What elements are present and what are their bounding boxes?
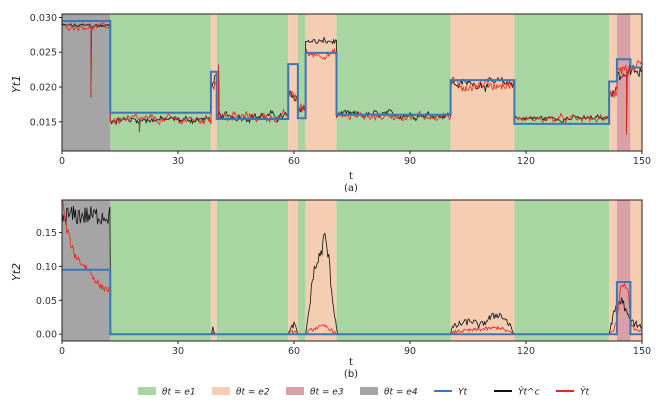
x-ticks-a: 0 30 60 90 120 150 [59,151,651,167]
series-line-y-a [62,20,642,125]
regime-band-e2 [450,200,515,341]
x-tick-label: 150 [633,156,651,167]
legend-label-e2: θt = e2 [236,388,270,398]
x-tick-label: 150 [633,346,651,357]
y-axis-label-text-a: Yt1 [10,75,23,93]
x-tick-label: 90 [404,156,416,167]
legend-label-e3: θt = e3 [310,388,344,398]
legend-label-e4: θt = e4 [384,388,418,398]
regime-bands-b [62,200,642,341]
y-ticks-a: 0.015 0.020 0.025 0.030 [30,13,62,128]
legend: θt = e1 θt = e2 θt = e3 θt = e4 Yt Ŷt^c Ŷt [138,386,589,398]
x-tick-label: 120 [517,156,535,167]
regime-band-e1 [297,200,306,341]
y-tick-label: 0.030 [30,13,57,24]
legend-label-Yh: Ŷt [580,386,589,398]
regime-band-e1 [514,14,610,151]
regime-band-e2 [305,14,337,151]
x-tick-label: 30 [172,346,184,357]
panel-b: 0 30 60 90 120 150 0.00 0.05 0.10 0.15 Yt2 t (b) [10,199,651,380]
regime-bands-a [62,14,642,151]
x-ticks-b: 0 30 60 90 120 150 [59,341,651,357]
x-tick-label: 60 [288,156,300,167]
panel-a: 0 30 60 90 120 150 0.015 0.020 0.025 0.030 Yt1 t… [10,13,651,194]
x-axis-label-b: t [349,357,353,368]
series-lines-a [61,20,643,135]
y-axis-label-b: Yt2 [10,263,23,281]
caption-b: (b) [344,369,358,380]
regime-band-e1 [514,200,610,341]
axes-frame-b [61,199,643,342]
y-tick-label: 0.015 [30,117,57,128]
regime-band-e1 [297,14,306,151]
legend-label-e1: θt = e1 [162,388,196,398]
regime-band-e1 [336,14,451,151]
x-tick-label: 30 [172,156,184,167]
axes-frame-a [61,13,643,152]
series-lines-b [61,199,643,336]
x-tick-label: 60 [288,346,300,357]
regime-band-e1 [110,200,211,341]
legend-label-Y: Yt [458,388,467,398]
regime-band-e1 [216,14,289,151]
series-line-yhat-a [61,21,643,135]
x-tick-label: 120 [517,346,535,357]
x-axis-label-a: t [349,171,353,182]
y-ticks-b: 0.00 0.05 0.10 0.15 [36,228,62,341]
regime-band-e2 [288,200,298,341]
regime-band-e2 [288,14,298,151]
series-line-y-b [62,268,642,336]
regime-band-e3 [616,14,631,151]
regime-band-e2 [305,200,337,341]
y-tick-label: 0.10 [36,262,57,273]
legend-swatch-e4 [360,387,378,395]
x-tick-label: 90 [404,346,416,357]
y-tick-label: 0.025 [30,48,57,59]
x-tick-label: 0 [59,346,65,357]
regime-band-e2 [630,14,642,151]
regime-band-e3 [616,200,631,341]
y-axis-label-a: Yt1 [10,75,23,93]
regime-band-e1 [336,200,451,341]
regime-band-e2 [609,200,617,341]
regime-band-e1 [110,14,211,151]
legend-swatch-e3 [286,387,304,395]
y-tick-label: 0.020 [30,83,57,94]
regime-band-e2 [210,200,217,341]
legend-swatch-e2 [212,387,230,395]
regime-band-e2 [630,200,642,341]
y-tick-label: 0.00 [36,330,57,341]
legend-label-Yc: Ŷt^c [518,386,540,398]
y-axis-label-text-b: Yt2 [10,263,23,281]
caption-a: (a) [344,183,358,194]
regime-band-e4 [62,14,111,151]
x-tick-label: 0 [59,156,65,167]
y-tick-label: 0.05 [36,296,57,307]
y-tick-label: 0.15 [36,228,57,239]
legend-swatch-e1 [138,387,156,395]
regime-band-e1 [216,200,289,341]
